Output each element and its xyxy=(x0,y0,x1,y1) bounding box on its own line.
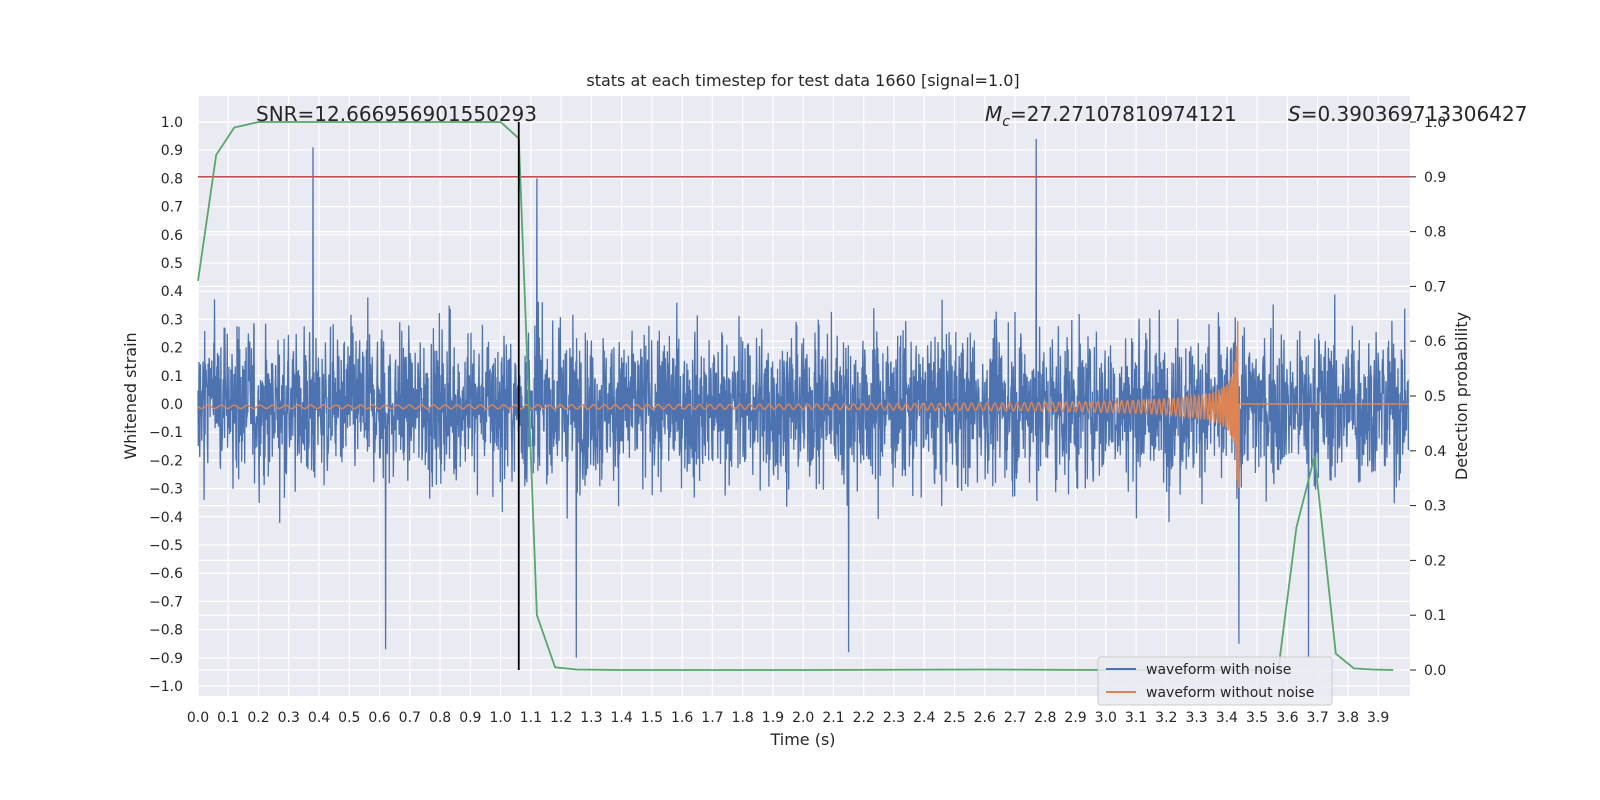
x-tick-label: 2.9 xyxy=(1064,710,1086,726)
x-tick-label: 3.7 xyxy=(1306,710,1328,726)
y-tick-label: −0.6 xyxy=(149,566,183,582)
y-tick-label: 0.1 xyxy=(161,369,183,385)
y2-tick-label: 0.7 xyxy=(1424,279,1446,295)
mc-subscript: c xyxy=(1002,114,1010,130)
x-tick-label: 3.9 xyxy=(1367,710,1389,726)
y-tick-label: 0.9 xyxy=(161,143,183,159)
noisy-waveform-line xyxy=(197,138,1410,658)
mc-value: =27.27107810974121 xyxy=(1010,102,1237,126)
y-tick-label: −0.7 xyxy=(149,594,183,610)
x-tick-label: 0.0 xyxy=(187,710,209,726)
x-tick-label: 2.1 xyxy=(822,710,844,726)
y-tick-label: −0.5 xyxy=(149,538,183,554)
mc-symbol: M xyxy=(985,102,1002,126)
x-tick-label: 2.6 xyxy=(974,710,996,726)
x-tick-label: 0.4 xyxy=(308,710,330,726)
y-tick-label: 0.7 xyxy=(161,200,183,216)
x-tick-label: 3.5 xyxy=(1246,710,1268,726)
chirp-mass-annotation: Mc=27.27107810974121 xyxy=(985,102,1237,130)
x-tick-label: 3.0 xyxy=(1095,710,1117,726)
y2-tick-label: 0.0 xyxy=(1424,663,1446,679)
x-tick-label: 2.2 xyxy=(853,710,875,726)
x-tick-label: 1.2 xyxy=(550,710,572,726)
y-tick-label: 0.3 xyxy=(161,312,183,328)
y-tick-label: −0.2 xyxy=(149,453,183,469)
x-tick-label: 3.1 xyxy=(1125,710,1147,726)
plot-series xyxy=(197,121,1410,671)
x-tick-label: 2.5 xyxy=(943,710,965,726)
y2-axis-label: Detection probability xyxy=(1452,312,1471,480)
x-tick-label: 0.3 xyxy=(278,710,300,726)
y-tick-label: −0.3 xyxy=(149,482,183,498)
clean-waveform-line xyxy=(197,321,1409,488)
x-tick-label: 0.5 xyxy=(338,710,360,726)
legend-label-noisy: waveform with noise xyxy=(1146,662,1291,678)
x-tick-label: 0.7 xyxy=(399,710,421,726)
x-tick-label: 1.6 xyxy=(671,710,693,726)
x-tick-label: 3.6 xyxy=(1276,710,1298,726)
x-tick-label: 1.5 xyxy=(641,710,663,726)
y2-tick-label: 0.9 xyxy=(1424,170,1446,186)
x-tick-label: 2.0 xyxy=(792,710,814,726)
x-tick-label: 0.2 xyxy=(247,710,269,726)
y2-tick-label: 0.1 xyxy=(1424,608,1446,624)
y-axis-label: Whitened strain xyxy=(121,332,140,459)
x-tick-label: 2.3 xyxy=(883,710,905,726)
y2-tick-label: 0.3 xyxy=(1424,499,1446,515)
x-axis-label: Time (s) xyxy=(769,730,835,749)
x-tick-label: 1.3 xyxy=(580,710,602,726)
x-tick-label: 1.8 xyxy=(732,710,754,726)
x-tick-label: 0.8 xyxy=(429,710,451,726)
y-tick-label: −0.1 xyxy=(149,425,183,441)
y-tick-label: −0.8 xyxy=(149,623,183,639)
chart-title: stats at each timestep for test data 166… xyxy=(586,71,1019,90)
s-annotation: S=0.390369713306427 xyxy=(1288,102,1527,126)
x-tick-label: 0.9 xyxy=(459,710,481,726)
axis-ticks: 0.0 0.1 0.2 0.3 0.4 0.5 0.6 0.7 0.8 0.9 1.0 1.1 1.2 1… xyxy=(149,115,1446,726)
y2-tick-label: 0.2 xyxy=(1424,553,1446,569)
x-tick-label: 2.8 xyxy=(1034,710,1056,726)
y-tick-label: −0.4 xyxy=(149,510,183,526)
y2-tick-label: 0.6 xyxy=(1424,334,1446,350)
x-tick-label: 2.4 xyxy=(913,710,935,726)
y-tick-label: 0.0 xyxy=(161,397,183,413)
x-tick-label: 1.1 xyxy=(520,710,542,726)
x-tick-label: 3.8 xyxy=(1337,710,1359,726)
legend: waveform with noise waveform without noi… xyxy=(1097,656,1333,706)
y-tick-label: 0.5 xyxy=(161,256,183,272)
y2-tick-label: 0.4 xyxy=(1424,444,1446,460)
y-tick-label: 0.2 xyxy=(161,341,183,357)
s-value: =0.390369713306427 xyxy=(1301,102,1528,126)
y-tick-label: 0.4 xyxy=(161,284,183,300)
y2-tick-label: 0.8 xyxy=(1424,225,1446,241)
y2-tick-label: 1.0 xyxy=(1424,115,1446,131)
y-tick-label: 1.0 xyxy=(161,115,183,131)
y-tick-label: 0.6 xyxy=(161,228,183,244)
x-tick-label: 3.4 xyxy=(1216,710,1238,726)
x-tick-label: 1.0 xyxy=(489,710,511,726)
snr-annotation: SNR=12.666956901550293 xyxy=(256,102,537,126)
x-tick-label: 1.7 xyxy=(701,710,723,726)
x-tick-label: 1.4 xyxy=(611,710,633,726)
detection-probability-line xyxy=(197,121,1394,671)
legend-box xyxy=(1097,656,1333,706)
x-tick-label: 3.2 xyxy=(1155,710,1177,726)
legend-label-clean: waveform without noise xyxy=(1146,685,1314,701)
x-tick-label: 0.1 xyxy=(217,710,239,726)
y2-tick-label: 0.5 xyxy=(1424,389,1446,405)
x-tick-label: 0.6 xyxy=(368,710,390,726)
x-tick-label: 1.9 xyxy=(762,710,784,726)
y-tick-label: −0.9 xyxy=(149,651,183,667)
x-tick-label: 2.7 xyxy=(1004,710,1026,726)
x-tick-label: 3.3 xyxy=(1185,710,1207,726)
y-tick-label: −1.0 xyxy=(149,679,183,695)
s-symbol: S xyxy=(1288,102,1301,126)
y-tick-label: 0.8 xyxy=(161,171,183,187)
